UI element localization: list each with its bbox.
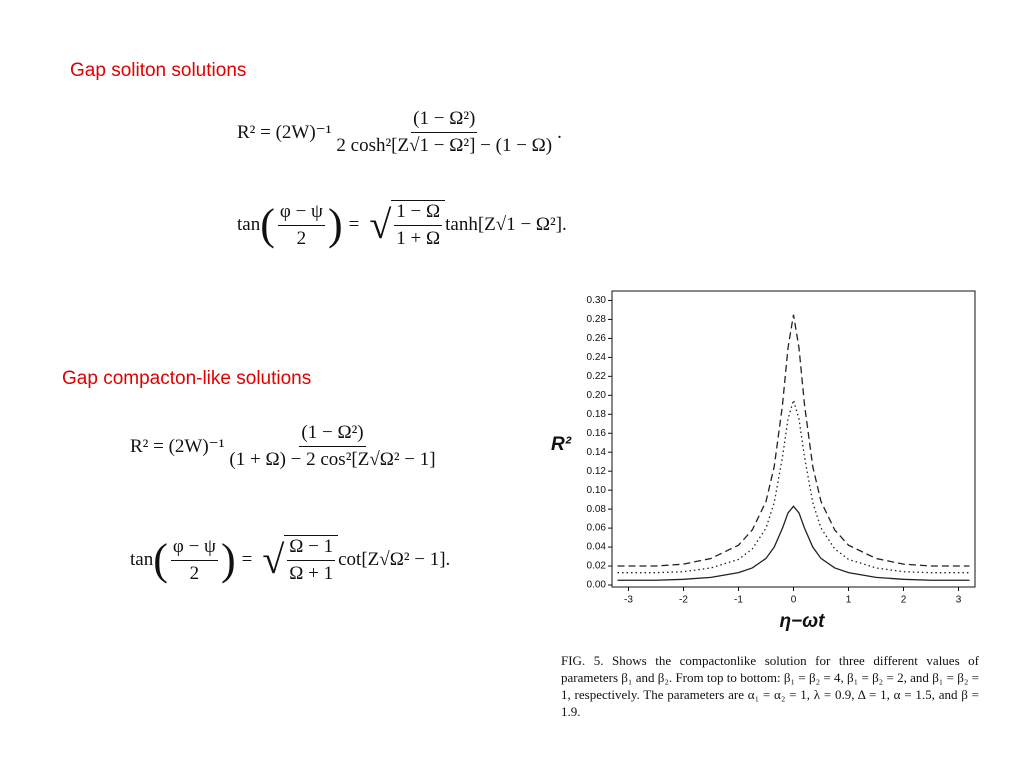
- heading: Gap compacton-like solutions: [62, 368, 312, 389]
- x-axis-label: η−ωt: [780, 611, 826, 632]
- equation: R² = (2W)⁻¹ (1 − Ω²) (1 + Ω) − 2 cos²[Z√Ω…: [130, 422, 441, 471]
- fraction: (1 − Ω²) (1 + Ω) − 2 cos²[Z√Ω² − 1]: [227, 422, 437, 471]
- x-tick-label: -2: [679, 595, 688, 606]
- heading: Gap soliton solutions: [70, 60, 247, 81]
- denominator: 1 + Ω: [396, 228, 441, 249]
- y-axis-label: R²: [551, 434, 572, 455]
- figure-caption: FIG. 5. Shows the compactonlike solution…: [561, 653, 979, 719]
- numerator: 1 − Ω: [394, 201, 443, 226]
- y-tick-label: 0.14: [587, 447, 607, 458]
- eq-lhs: R² = (2W)⁻¹: [130, 436, 225, 457]
- y-tick-label: 0.28: [587, 314, 607, 325]
- y-tick-label: 0.10: [587, 485, 607, 496]
- paren: ): [327, 200, 343, 249]
- paren: (: [153, 535, 168, 584]
- series-line: [617, 314, 970, 567]
- y-tick-label: 0.00: [587, 580, 607, 591]
- denominator: (1 + Ω) − 2 cos²[Z√Ω² − 1]: [229, 449, 436, 470]
- y-tick-label: 0.16: [587, 428, 607, 439]
- relation: =: [241, 549, 253, 570]
- y-tick-label: 0.20: [587, 390, 607, 401]
- x-tick-label: 0: [791, 595, 797, 606]
- eq-end: .: [557, 121, 562, 143]
- y-tick-label: 0.30: [587, 295, 607, 306]
- denominator: 2: [296, 227, 307, 249]
- y-tick-label: 0.24: [587, 352, 607, 363]
- x-tick-label: -1: [734, 595, 743, 606]
- y-tick-label: 0.04: [587, 542, 607, 553]
- relation: =: [348, 214, 360, 235]
- numerator: φ − ψ: [277, 201, 325, 226]
- x-tick-label: 1: [846, 595, 852, 606]
- eq-prefix: tan: [130, 549, 154, 570]
- x-tick-label: -3: [624, 595, 633, 606]
- paren: ): [220, 535, 236, 584]
- numerator: (1 − Ω²): [299, 422, 366, 447]
- denominator: 2: [189, 562, 200, 584]
- equation: R² = (2W)⁻¹ (1 − Ω²) 2 cosh²[Z√1 − Ω²] − …: [237, 108, 562, 157]
- paren: (: [260, 200, 275, 249]
- series-line: [617, 397, 970, 574]
- series-line: [617, 505, 970, 581]
- eq-suffix: cot[Z√Ω² − 1].: [338, 549, 451, 570]
- y-tick-label: 0.18: [587, 409, 607, 420]
- fraction: (1 − Ω²) 2 cosh²[Z√1 − Ω²] − (1 − Ω): [334, 108, 554, 157]
- eq-lhs: R² = (2W)⁻¹: [237, 122, 332, 143]
- y-tick-label: 0.08: [587, 504, 607, 515]
- eq-prefix: tan: [237, 214, 261, 235]
- numerator: Ω − 1: [287, 536, 336, 561]
- x-tick-label: 3: [956, 595, 962, 606]
- radical: √: [369, 202, 392, 247]
- denominator: 2 cosh²[Z√1 − Ω²] − (1 − Ω): [336, 135, 553, 156]
- numerator: (1 − Ω²): [411, 108, 478, 133]
- eq-suffix: tanh[Z√1 − Ω²].: [445, 214, 567, 235]
- y-tick-label: 0.02: [587, 561, 607, 572]
- y-tick-label: 0.12: [587, 466, 607, 477]
- x-tick-label: 2: [901, 595, 907, 606]
- numerator: φ − ψ: [170, 536, 218, 561]
- y-tick-label: 0.26: [587, 333, 607, 344]
- y-tick-label: 0.22: [587, 371, 607, 382]
- plot-frame: [611, 290, 976, 588]
- radical: √: [262, 537, 285, 582]
- y-tick-label: 0.06: [587, 523, 607, 534]
- denominator: Ω + 1: [289, 563, 334, 584]
